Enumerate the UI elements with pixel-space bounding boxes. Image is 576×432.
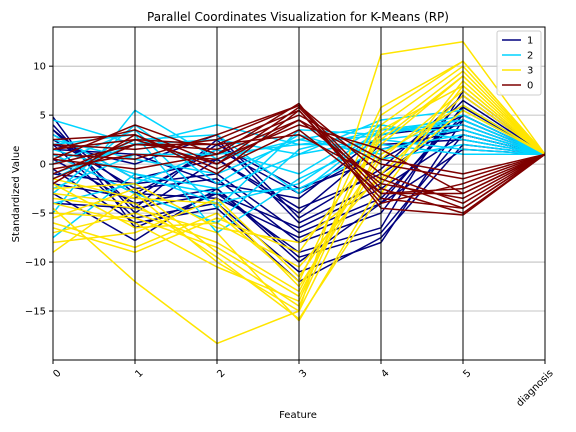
legend-box [496, 30, 542, 96]
x-tick-label: 2 [215, 368, 227, 380]
x-axis-label: Feature [279, 410, 317, 421]
x-tick-label: 4 [379, 368, 391, 380]
x-tick-label: 5 [461, 368, 473, 380]
legend-label: 2 [527, 51, 533, 62]
legend-label: 1 [527, 36, 533, 47]
y-tick-label: −5 [31, 209, 46, 220]
x-tick-label: 1 [133, 368, 145, 380]
y-tick-labels: −15 −10 −5 0 5 10 [25, 62, 53, 318]
legend-label: 0 [527, 81, 533, 92]
y-tick-label: 10 [33, 62, 46, 73]
x-tick-labels: 0 1 2 3 4 5 diagnosis [51, 360, 556, 409]
legend: 1 2 3 0 [496, 30, 542, 96]
legend-label: 3 [527, 66, 533, 77]
x-tick-label: 0 [51, 368, 63, 380]
y-tick-label: −10 [25, 258, 46, 269]
chart-title: Parallel Coordinates Visualization for K… [147, 10, 449, 24]
x-tick-label: 3 [297, 368, 309, 380]
y-tick-label: 5 [40, 111, 46, 122]
y-axis-label: Standardized Value [11, 146, 22, 243]
x-tick-label: diagnosis [514, 368, 555, 409]
y-tick-label: 0 [40, 160, 46, 171]
y-tick-label: −15 [25, 307, 46, 318]
